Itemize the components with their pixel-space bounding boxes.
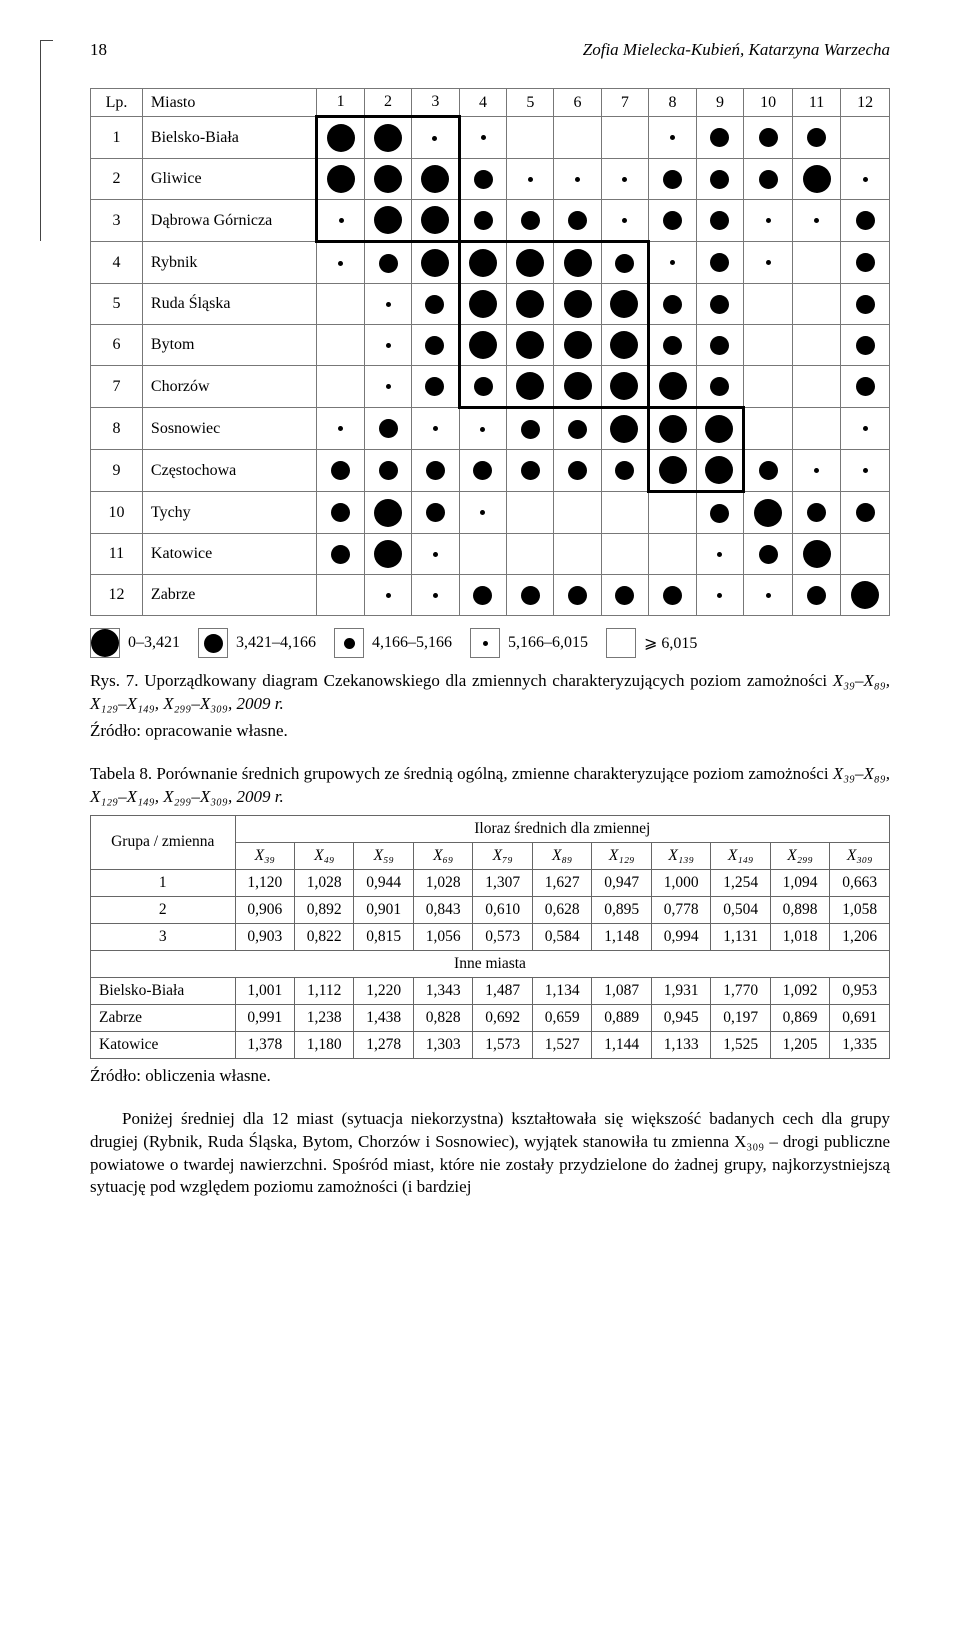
running-head: 18 Zofia Mielecka-Kubień, Katarzyna Warz… (90, 40, 890, 60)
czekanowski-diagram: Lp.Miasto1234567891011121Bielsko-Biała2G… (90, 88, 890, 616)
diagram-legend: 0–3,4213,421–4,1664,166–5,1665,166–6,015… (90, 628, 890, 658)
table-source: Źródło: obliczenia własne. (90, 1065, 890, 1088)
authors: Zofia Mielecka-Kubień, Katarzyna Warzech… (583, 40, 890, 60)
comparison-table: Grupa / zmiennaIloraz średnich dla zmien… (90, 815, 890, 1059)
figure-source: Źródło: opracowanie własne. (90, 720, 890, 743)
table-caption: Tabela 8. Porównanie średnich grupowych … (90, 763, 890, 809)
body-paragraph: Poniżej średniej dla 12 miast (sytuacja … (90, 1108, 890, 1200)
page-number: 18 (90, 40, 107, 60)
figure-caption: Rys. 7. Uporządkowany diagram Czekanowsk… (90, 670, 890, 716)
